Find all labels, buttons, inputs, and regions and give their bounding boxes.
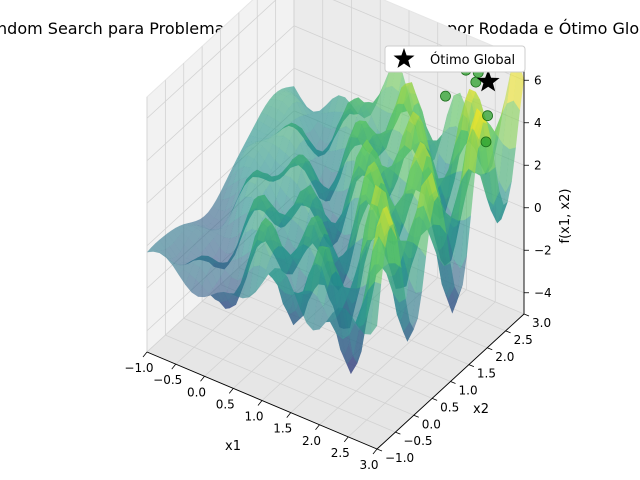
legend-star-icon — [393, 48, 415, 68]
x-tick-mark — [257, 400, 263, 406]
y-tick-mark — [487, 347, 493, 351]
x-tick-label: −1.0 — [124, 361, 153, 375]
x-tick-label: 3.0 — [359, 458, 378, 472]
z-tick-label: 4 — [534, 116, 542, 130]
grid-line-z — [146, 25, 295, 162]
grid-line-y — [220, 284, 451, 382]
y-tick-label: −0.5 — [403, 434, 432, 448]
x-tick-label: 0.5 — [216, 397, 235, 411]
surface-facet — [419, 205, 431, 258]
surface-facet — [509, 100, 521, 150]
surface-facet — [423, 177, 435, 225]
surface-facet — [370, 281, 382, 336]
y-tick-label: 1.5 — [477, 367, 496, 381]
z-axis-label: f(x1, x2) — [558, 189, 573, 244]
z-tick-label: −2 — [534, 243, 552, 257]
grid-line-z — [293, 25, 525, 124]
z-tick-label: 2 — [534, 158, 542, 172]
z-tick-label: −4 — [534, 286, 552, 300]
y-tick-label: 3.0 — [532, 316, 551, 330]
surface-facet — [488, 166, 500, 206]
x-tick-label: 1.5 — [273, 422, 292, 436]
surface-facet — [415, 247, 427, 294]
y-tick-mark — [413, 414, 419, 418]
surface-facet — [443, 262, 455, 300]
x-tick-mark — [372, 448, 378, 455]
axes-ticks: −1.0−0.50.00.51.01.52.02.53.0 −1.0−0.50.0… — [124, 59, 552, 472]
grid-line-y — [183, 317, 414, 416]
y-tick-label: 2.5 — [514, 333, 533, 347]
x-tick-mark — [343, 436, 349, 443]
y-tick-mark — [523, 313, 530, 317]
y-tick-label: 1.0 — [459, 384, 478, 398]
grid-line-y — [165, 334, 396, 433]
surface-facet — [452, 284, 463, 314]
y-tick-label: 0.5 — [440, 400, 459, 414]
x-axis-label: x1 — [225, 439, 241, 454]
x-tick-mark — [171, 363, 177, 370]
y-tick-mark — [505, 330, 511, 334]
x-tick-label: 2.0 — [302, 434, 321, 448]
round-optimum-point — [482, 110, 493, 122]
x-tick-label: 2.5 — [331, 446, 350, 460]
legend-box — [384, 45, 526, 73]
x-tick-mark — [200, 376, 205, 382]
y-tick-mark — [395, 431, 401, 435]
legend-label: Ótimo Global — [430, 52, 515, 68]
grid-line-z — [146, 0, 277, 119]
x-tick-mark — [286, 412, 292, 418]
surface-plot — [146, 59, 525, 375]
y-tick-label: 2.0 — [495, 350, 514, 364]
x-tick-mark — [315, 424, 320, 430]
x-tick-mark — [228, 388, 234, 394]
z-tick-label: 0 — [534, 201, 542, 215]
legend: Ótimo Global — [384, 45, 526, 73]
round-optimum-point — [480, 136, 492, 148]
y-tick-label: 0.0 — [422, 417, 441, 431]
y-tick-mark — [450, 381, 456, 384]
round-optimum-point — [440, 90, 451, 102]
y-tick-mark — [468, 364, 475, 367]
surface-facet — [427, 171, 439, 202]
x-tick-label: 1.0 — [244, 410, 263, 424]
y-axis-label: x2 — [473, 402, 489, 417]
grid-line-z — [146, 67, 295, 204]
surface-facet — [403, 321, 414, 342]
global-optimum-star — [476, 69, 500, 92]
z-tick-label: 6 — [534, 73, 542, 87]
y-tick-label: −1.0 — [385, 451, 414, 465]
x-tick-mark — [142, 351, 148, 358]
x-tick-label: −0.5 — [153, 373, 182, 387]
x-tick-label: 0.0 — [187, 385, 206, 399]
surface-facet — [378, 208, 390, 249]
grid-line-y — [201, 301, 433, 399]
y-tick-mark — [431, 398, 438, 401]
y-tick-mark — [376, 448, 383, 452]
